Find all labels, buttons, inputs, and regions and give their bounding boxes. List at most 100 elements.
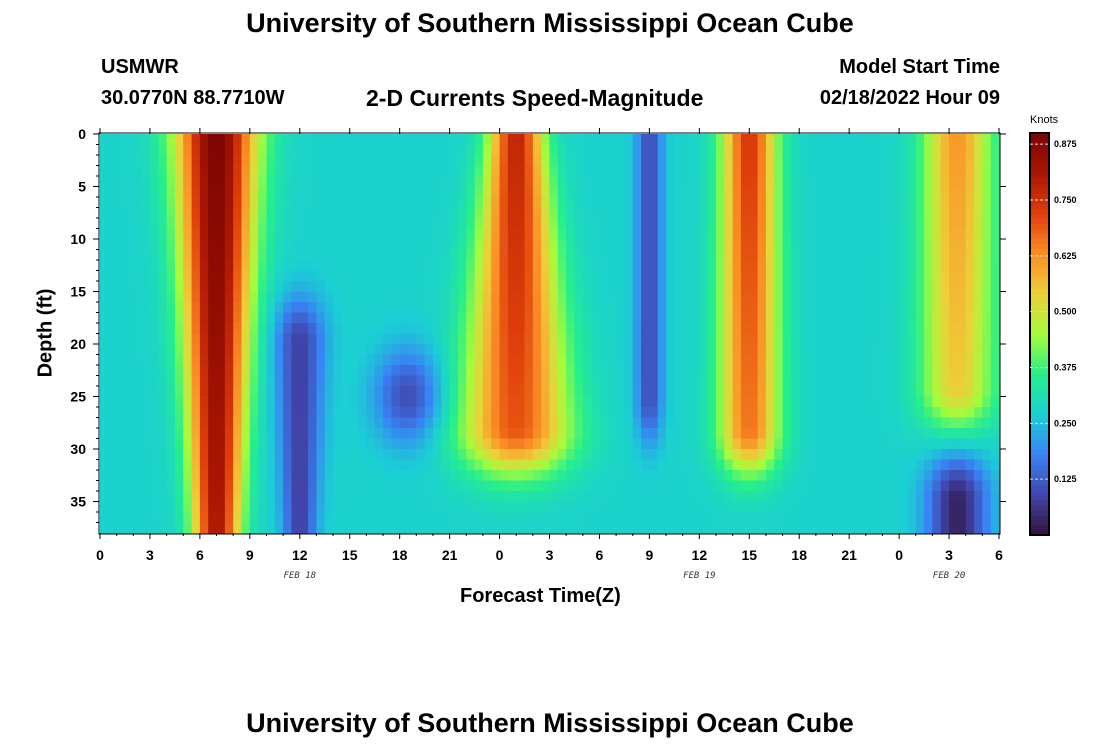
heatmap-cell xyxy=(899,396,909,408)
heatmap-cell xyxy=(757,165,767,177)
heatmap-cell xyxy=(524,449,534,461)
heatmap-cell xyxy=(308,249,318,261)
heatmap-cell xyxy=(333,228,342,240)
heatmap-cell xyxy=(449,144,459,156)
heatmap-cell xyxy=(507,218,517,230)
heatmap-cell xyxy=(849,302,859,314)
heatmap-cell xyxy=(424,302,434,314)
heatmap-cell xyxy=(824,407,834,419)
heatmap-cell xyxy=(416,239,426,251)
heatmap-cell xyxy=(666,428,675,440)
colorbar-segment xyxy=(1030,494,1049,501)
heatmap-cell xyxy=(449,134,459,146)
heatmap-cell xyxy=(474,522,484,534)
colorbar-segment xyxy=(1030,384,1049,390)
heatmap-cell xyxy=(707,176,717,188)
heatmap-cell xyxy=(657,239,667,251)
heatmap-cell xyxy=(482,333,492,345)
heatmap-cell xyxy=(715,438,725,450)
heatmap-cell xyxy=(383,239,392,251)
heatmap-cell xyxy=(749,365,759,377)
heatmap-cell xyxy=(990,522,1000,534)
heatmap-cell xyxy=(258,438,268,450)
heatmap-cell xyxy=(208,176,218,188)
heatmap-cell xyxy=(982,407,992,419)
heatmap-cell xyxy=(649,302,659,314)
heatmap-cell xyxy=(907,344,917,356)
heatmap-cell xyxy=(657,354,667,366)
heatmap-cell xyxy=(441,428,451,440)
heatmap-cell xyxy=(932,176,942,188)
heatmap-cell xyxy=(899,197,909,209)
heatmap-cell xyxy=(832,249,842,261)
heatmap-cell xyxy=(299,165,309,177)
heatmap-cell xyxy=(399,375,409,387)
heatmap-cell xyxy=(383,218,392,230)
heatmap-cell xyxy=(882,428,892,440)
heatmap-cell xyxy=(915,291,925,303)
heatmap-cell xyxy=(691,459,700,471)
heatmap-cell xyxy=(224,228,234,240)
heatmap-cell xyxy=(965,302,975,314)
heatmap-cell xyxy=(607,260,617,272)
heatmap-cell xyxy=(707,417,717,429)
heatmap-cell xyxy=(316,417,326,429)
heatmap-cell xyxy=(757,354,767,366)
heatmap-cell xyxy=(832,417,842,429)
heatmap-cell xyxy=(865,228,875,240)
heatmap-cell xyxy=(857,522,867,534)
heatmap-cell xyxy=(832,428,842,440)
heatmap-cell xyxy=(133,228,143,240)
heatmap-cell xyxy=(249,281,259,293)
heatmap-cell xyxy=(840,302,850,314)
heatmap-cell xyxy=(124,197,134,209)
heatmap-cell xyxy=(715,281,725,293)
heatmap-cell xyxy=(732,449,742,461)
heatmap-cell xyxy=(124,186,134,198)
heatmap-cell xyxy=(466,438,476,450)
heatmap-cell xyxy=(541,375,551,387)
heatmap-cell xyxy=(549,333,559,345)
heatmap-cell xyxy=(691,522,700,534)
heatmap-cell xyxy=(124,249,134,261)
heatmap-cell xyxy=(715,480,725,492)
heatmap-cell xyxy=(624,312,634,324)
heatmap-cell xyxy=(924,501,934,513)
heatmap-cell xyxy=(341,459,351,471)
heatmap-cell xyxy=(582,344,592,356)
heatmap-cell xyxy=(183,176,193,188)
heatmap-cell xyxy=(616,375,626,387)
heatmap-cell xyxy=(358,396,367,408)
heatmap-cell xyxy=(457,281,467,293)
heatmap-cell xyxy=(491,186,501,198)
heatmap-cell xyxy=(466,417,476,429)
heatmap-cell xyxy=(166,218,176,230)
heatmap-cell xyxy=(457,176,467,188)
heatmap-cell xyxy=(632,449,642,461)
heatmap-cell xyxy=(149,312,159,324)
heatmap-cell xyxy=(732,155,742,167)
heatmap-cell xyxy=(815,176,825,188)
heatmap-cell xyxy=(216,155,226,167)
heatmap-cell xyxy=(208,134,218,146)
heatmap-cell xyxy=(158,197,168,209)
heatmap-cell xyxy=(699,197,709,209)
heatmap-cell xyxy=(507,323,517,335)
x-tick-label: 6 xyxy=(196,547,204,563)
heatmap-cell xyxy=(749,438,759,450)
heatmap-cell xyxy=(949,522,958,534)
heatmap-cell xyxy=(308,333,318,345)
heatmap-cell xyxy=(449,428,459,440)
heatmap-cell xyxy=(249,302,259,314)
heatmap-cell xyxy=(333,134,342,146)
heatmap-cell xyxy=(732,354,742,366)
heatmap-cell xyxy=(249,260,259,272)
heatmap-cell xyxy=(166,197,176,209)
heatmap-cell xyxy=(283,165,293,177)
heatmap-cell xyxy=(624,375,634,387)
heatmap-cell xyxy=(899,165,909,177)
heatmap-cell xyxy=(374,228,384,240)
heatmap-cell xyxy=(774,344,784,356)
heatmap-cell xyxy=(241,186,251,198)
heatmap-cell xyxy=(532,344,542,356)
